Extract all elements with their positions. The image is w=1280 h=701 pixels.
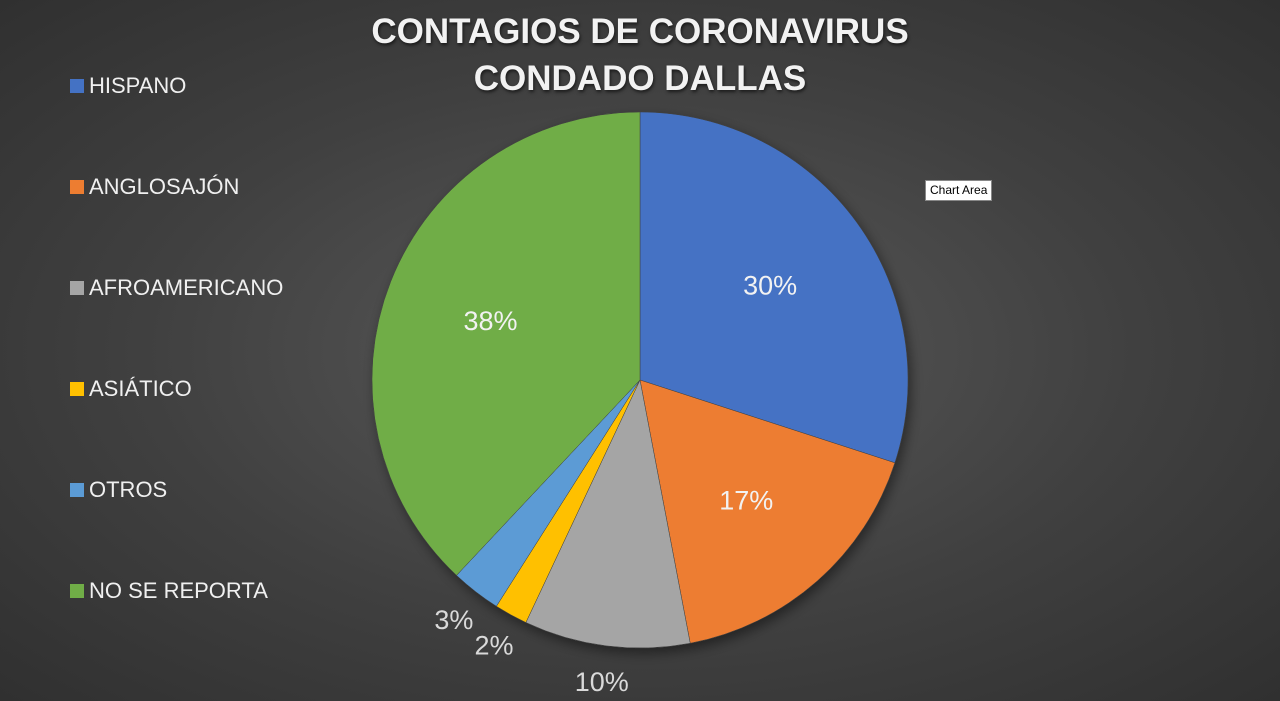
legend-swatch — [70, 382, 84, 396]
legend-swatch — [70, 584, 84, 598]
pie-slice-anglosajon[interactable] — [639, 379, 896, 644]
chart-title: CONTAGIOS DE CORONAVIRUS CONDADO DALLAS — [340, 8, 940, 102]
legend-swatch — [70, 180, 84, 194]
legend-item-anglosajon: ANGLOSAJÓN — [70, 174, 283, 200]
legend-swatch — [70, 281, 84, 295]
pie-label-anglosajon: 17% — [719, 486, 773, 516]
legend-label: ANGLOSAJÓN — [89, 174, 240, 199]
chart-title-line-2: CONDADO DALLAS — [473, 59, 807, 98]
legend-swatch — [70, 483, 84, 497]
pie-slice-no-se-reporta[interactable] — [371, 111, 641, 576]
legend-item-otros: OTROS — [70, 477, 283, 503]
legend-item-no-se-reporta: NO SE REPORTA — [70, 578, 283, 604]
legend: HISPANO ANGLOSAJÓN AFROAMERICANO ASIÁTIC… — [70, 73, 283, 679]
pie-slice-hispano[interactable] — [639, 111, 909, 464]
legend-item-asiatico: ASIÁTICO — [70, 376, 283, 402]
legend-label: AFROAMERICANO — [89, 275, 284, 300]
legend-label: OTROS — [89, 477, 168, 502]
pie-labels: 30% 17% 10% 2%3% 38% — [434, 271, 797, 698]
legend-label: HISPANO — [89, 73, 187, 98]
chart-area-tooltip: Chart Area — [925, 180, 993, 201]
pie-label-asiatico: 2% — [474, 631, 513, 661]
chart-title-line-1: CONTAGIOS DE CORONAVIRUS — [371, 12, 909, 51]
pie-label-no-se-reporta: 38% — [463, 306, 517, 336]
legend-label: NO SE REPORTA — [89, 578, 268, 603]
pie-label-afroamericano: 10% — [575, 667, 629, 697]
legend-item-hispano: HISPANO — [70, 73, 283, 99]
pie-slices — [371, 111, 909, 649]
pie-label-otros: 3% — [434, 605, 473, 635]
legend-swatch — [70, 79, 84, 93]
legend-label: ASIÁTICO — [89, 376, 192, 401]
legend-item-afroamericano: AFROAMERICANO — [70, 275, 283, 301]
pie-slice-afroamericano[interactable] — [525, 379, 691, 649]
pie-label-hispano: 30% — [743, 271, 797, 301]
